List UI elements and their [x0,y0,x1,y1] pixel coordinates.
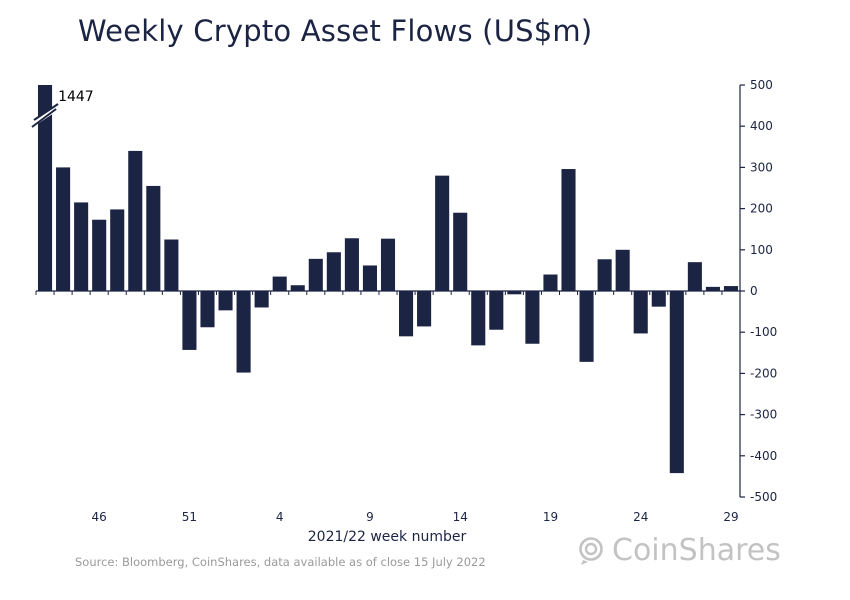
bar-44 [56,167,71,291]
bar-24 [633,291,648,334]
source-note: Source: Bloomberg, CoinShares, data avai… [75,555,486,569]
logo-text: CoinShares [612,533,781,568]
bar-annotation-label: 1447 [58,89,94,105]
bar-18 [525,291,540,344]
bar-1 [218,291,233,311]
x-tick-label: 14 [453,510,468,524]
y-tick-label: 100 [750,243,773,257]
x-tick-label: 46 [92,510,107,524]
y-tick-label: 300 [750,160,773,174]
y-tick-label: 0 [750,284,758,298]
x-axis-label: 2021/22 week number [308,529,467,545]
x-tick-label: 4 [276,510,284,524]
coinshares-logo: CoinShares [578,533,781,568]
y-tick-label: 500 [750,78,773,92]
bar-48 [128,150,143,291]
axis-break-line-lower [31,108,57,128]
x-tick-label: 19 [543,510,558,524]
bar-19 [543,274,558,291]
bar-14 [453,212,468,291]
bar-49 [146,185,161,291]
bar-25 [651,291,666,307]
bar-52 [200,291,215,328]
coinshares-logo-icon [579,536,603,565]
bar-2 [236,291,251,373]
bar-8 [344,238,359,291]
bar-4 [272,276,287,291]
y-tick-label: -500 [750,490,777,504]
y-tick-label: -200 [750,366,777,380]
bar-11 [399,291,414,337]
y-tick-label: -300 [750,408,777,422]
bar-47 [110,209,125,291]
bar-26 [669,291,684,474]
bar-15 [471,291,486,346]
bar-28 [705,286,720,291]
bar-20 [561,169,576,291]
bar-51 [182,291,197,350]
bar-3 [254,291,269,308]
bar-13 [435,175,450,291]
y-tick-label: -100 [750,325,777,339]
bar-5 [290,285,305,291]
y-tick-label: 400 [750,119,773,133]
y-tick-label: 200 [750,202,773,216]
bar-17 [507,291,522,295]
axis-break-line-upper [33,103,59,121]
bar-43 [37,85,53,291]
x-tick-label: 29 [723,510,738,524]
chart-title: Weekly Crypto Asset Flows (US$m) [78,14,593,48]
bar-10 [380,238,396,291]
bar-7 [326,252,341,291]
bar-29 [723,286,739,291]
bar-9 [362,265,377,291]
bar-6 [308,258,323,291]
bar-27 [687,262,702,291]
x-tick-label: 51 [182,510,197,524]
bar-12 [417,291,432,327]
bar-46 [92,219,107,291]
x-tick-label: 24 [633,510,648,524]
y-tick-label: -400 [750,449,777,463]
bar-45 [74,202,89,291]
bar-22 [597,259,612,291]
x-tick-label: 9 [366,510,374,524]
bar-21 [579,291,594,362]
bar-23 [615,249,630,291]
bar-50 [164,239,179,291]
bar-16 [489,291,504,330]
